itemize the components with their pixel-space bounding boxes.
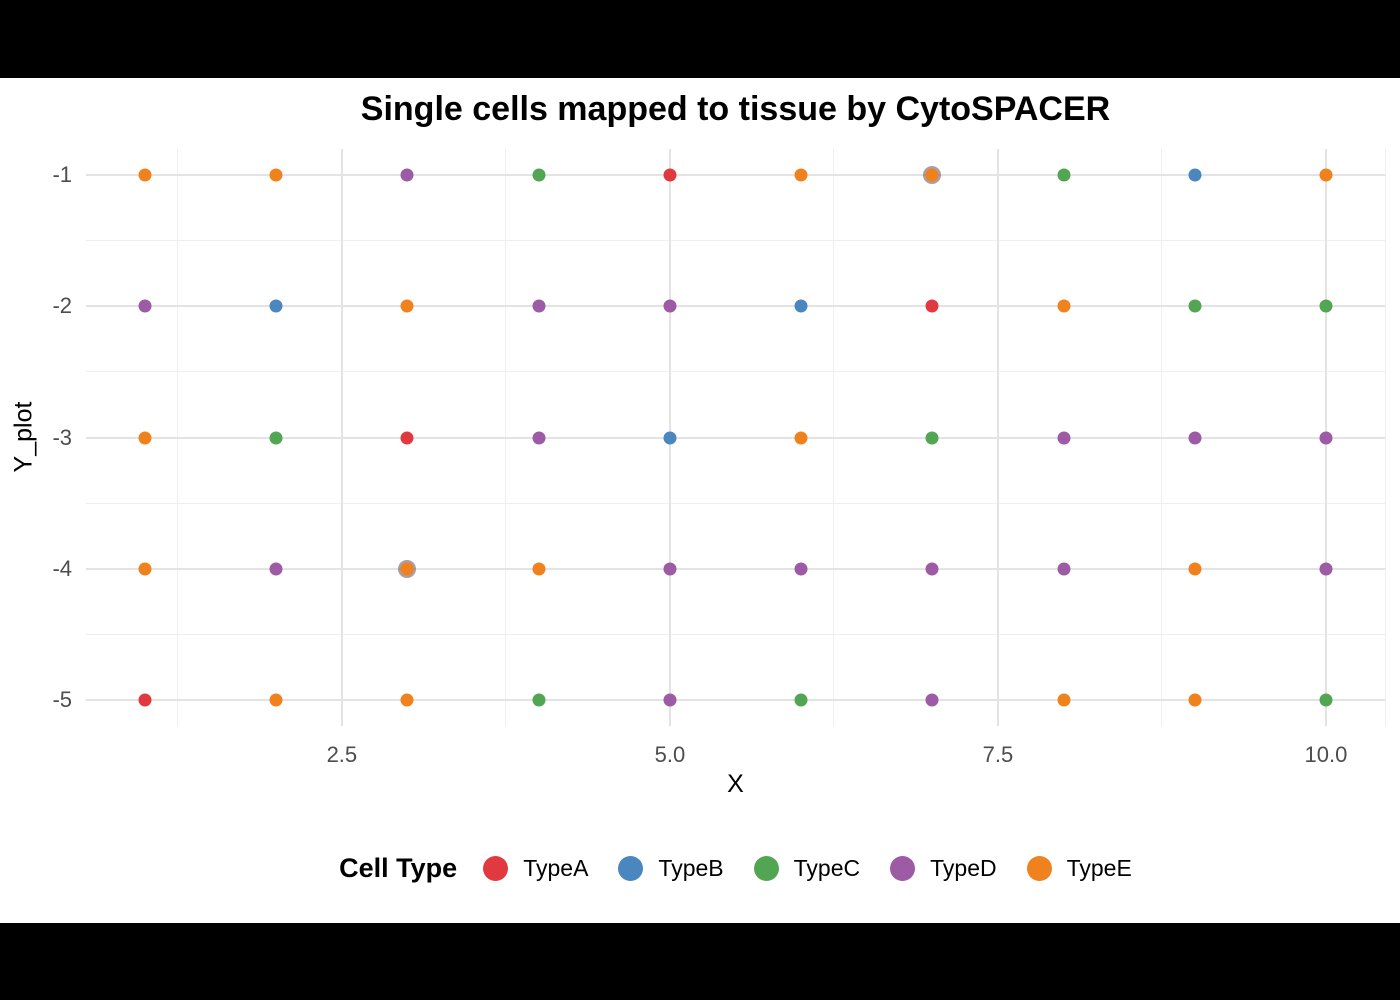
legend-swatch-icon: [483, 855, 509, 881]
data-point: [532, 693, 546, 707]
bottom-letterbox-bar: [0, 923, 1400, 1000]
y-tick-label: -3: [52, 424, 72, 450]
legend-item-typeb: TypeB: [618, 854, 724, 882]
data-point: [1057, 299, 1071, 313]
data-point: [663, 693, 677, 707]
data-point: [794, 299, 808, 313]
x-tick-label: 2.5: [326, 742, 358, 767]
data-point: [1057, 431, 1071, 444]
data-point: [1319, 431, 1333, 444]
data-point: [400, 431, 414, 444]
y-tick-label: -4: [52, 555, 72, 581]
legend-item-typed: TypeD: [890, 854, 997, 882]
gridline-h-minor: [86, 502, 1385, 504]
data-point: [1319, 562, 1333, 576]
legend-label: TypeC: [793, 854, 861, 881]
gridline-h-minor: [86, 240, 1385, 242]
gridline-h-major: [86, 436, 1385, 439]
data-point: [925, 562, 939, 576]
legend-swatch-icon: [1026, 855, 1052, 881]
y-tick-label: -5: [52, 686, 72, 712]
data-point: [794, 693, 808, 707]
data-point: [532, 299, 546, 313]
legend-item-typee: TypeE: [1026, 854, 1132, 882]
data-point: [1188, 693, 1202, 707]
data-point: [794, 168, 808, 182]
data-point: [1319, 693, 1333, 707]
data-point: [269, 693, 283, 707]
data-point: [269, 562, 283, 576]
legend-title: Cell Type: [339, 852, 458, 883]
legend-label: TypeD: [930, 854, 997, 881]
data-point: [400, 693, 414, 707]
data-point: [400, 168, 414, 182]
data-point: [1188, 562, 1202, 576]
data-point: [1057, 168, 1071, 182]
legend-swatch-icon: [618, 855, 644, 881]
chart-title: Single cells mapped to tissue by CytoSPA…: [360, 90, 1111, 128]
data-point: [138, 562, 152, 576]
data-point: [1319, 299, 1333, 313]
legend-items: TypeA TypeB TypeC TypeD TypeE: [483, 855, 1132, 882]
legend-label: TypeA: [523, 854, 589, 881]
x-tick-label: 10.0: [1304, 742, 1348, 767]
data-point: [1188, 168, 1202, 182]
data-point: [269, 168, 283, 182]
gridline-h-major: [86, 305, 1385, 308]
data-point: [138, 431, 152, 444]
data-point: [663, 562, 677, 576]
x-axis-title: X: [727, 770, 744, 798]
legend-label: TypeE: [1066, 854, 1132, 881]
x-tick-label: 5.0: [654, 742, 686, 767]
data-point: [794, 431, 808, 444]
y-tick-label: -2: [52, 293, 72, 319]
data-point: [925, 168, 939, 182]
data-point: [663, 431, 677, 444]
data-point: [925, 431, 939, 444]
legend-swatch-icon: [753, 855, 779, 881]
data-point: [663, 168, 677, 182]
legend-item-typec: TypeC: [753, 854, 861, 882]
data-point: [1057, 693, 1071, 707]
legend-item-typea: TypeA: [483, 855, 588, 882]
gridline-h-minor: [86, 371, 1385, 373]
data-point: [138, 168, 152, 182]
data-point: [532, 562, 546, 576]
data-point: [1319, 168, 1333, 182]
gridline-h-major: [86, 174, 1385, 177]
data-point: [138, 299, 152, 313]
data-point: [138, 693, 152, 707]
legend: Cell Type TypeA TypeB TypeC TypeD TypeE: [86, 846, 1385, 890]
legend-label: TypeB: [658, 854, 724, 881]
data-point: [1057, 562, 1071, 576]
data-point: [400, 299, 414, 313]
gridline-h-major: [86, 698, 1385, 701]
data-point: [663, 299, 677, 313]
data-point: [532, 168, 546, 182]
data-point: [269, 431, 283, 444]
data-point: [925, 693, 939, 707]
gridline-v-minor: [1384, 149, 1386, 726]
top-letterbox-bar: [0, 0, 1400, 78]
data-point: [1188, 431, 1202, 444]
legend-swatch-icon: [890, 855, 916, 881]
data-point: [1188, 299, 1202, 313]
gridline-h-major: [86, 567, 1385, 570]
y-tick-label: -1: [52, 162, 72, 188]
x-tick-label: 7.5: [982, 742, 1014, 767]
data-point: [925, 299, 939, 313]
data-point: [794, 562, 808, 576]
gridline-h-minor: [86, 633, 1385, 635]
data-point: [400, 562, 414, 576]
data-point: [532, 431, 546, 444]
plot-panel: [86, 149, 1386, 726]
data-point: [269, 299, 283, 313]
